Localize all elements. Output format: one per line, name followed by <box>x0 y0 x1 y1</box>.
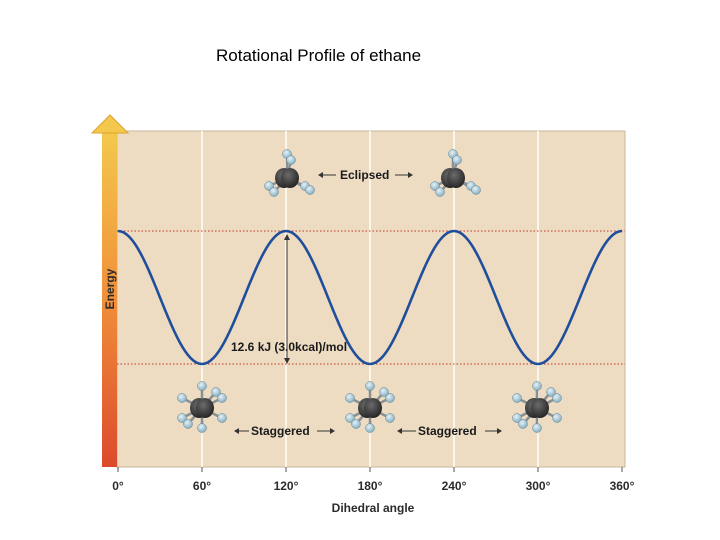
hydrogen-atom <box>217 413 227 423</box>
hydrogen-atom <box>385 393 395 403</box>
hydrogen-atom <box>532 423 542 433</box>
hydrogen-atom <box>197 381 207 391</box>
hydrogen-atom <box>269 187 279 197</box>
carbon-atom <box>447 168 465 188</box>
staggered-arrows <box>234 428 502 434</box>
barrier-arrow <box>284 234 290 364</box>
x-tick-label: 0° <box>112 479 124 493</box>
hydrogen-atom <box>532 381 542 391</box>
hydrogen-atom <box>177 413 187 423</box>
eclipsed-ethane-model <box>264 149 315 197</box>
hydrogen-atom <box>345 393 355 403</box>
staggered-label-left: Staggered <box>251 424 310 438</box>
staggered-ethane-model <box>177 381 227 433</box>
energy-axis-arrow <box>90 114 130 467</box>
carbon-atom <box>281 168 299 188</box>
hydrogen-atom <box>546 387 556 397</box>
energy-curve <box>117 229 623 366</box>
hydrogen-atom <box>518 419 528 429</box>
hydrogen-atom <box>452 155 462 165</box>
x-tick-label: 60° <box>193 479 211 493</box>
hydrogen-atom <box>552 393 562 403</box>
hydrogen-atom <box>177 393 187 403</box>
hydrogen-atom <box>305 185 315 195</box>
hydrogen-atom <box>512 393 522 403</box>
eclipsed-label: Eclipsed <box>340 168 389 182</box>
staggered-ethane-model <box>345 381 395 433</box>
x-tick-label: 240° <box>442 479 467 493</box>
carbon-atom <box>364 398 382 418</box>
hydrogen-atom <box>471 185 481 195</box>
hydrogen-atom <box>365 423 375 433</box>
hydrogen-atom <box>345 413 355 423</box>
hydrogen-atom <box>552 413 562 423</box>
slide-title: Rotational Profile of ethane <box>216 46 422 65</box>
hydrogen-atom <box>385 413 395 423</box>
staggered-ethane-model <box>512 381 562 433</box>
eclipsed-arrows <box>318 172 413 178</box>
hydrogen-atom <box>211 387 221 397</box>
hydrogen-atom <box>183 419 193 429</box>
x-tick-label: 120° <box>274 479 299 493</box>
x-axis-ticks: 0° 60° 120° 180° 240° 300° 360° <box>112 467 635 493</box>
hydrogen-atom <box>217 393 227 403</box>
barrier-label: 12.6 kJ (3.0kcal)/mol <box>231 340 347 354</box>
hydrogen-atom <box>435 187 445 197</box>
hydrogen-atom <box>197 423 207 433</box>
x-tick-label: 180° <box>358 479 383 493</box>
carbon-atom <box>531 398 549 418</box>
eclipsed-ethane-model <box>430 149 481 197</box>
carbon-atom <box>196 398 214 418</box>
x-axis-title: Dihedral angle <box>332 501 415 515</box>
x-tick-label: 360° <box>610 479 635 493</box>
y-axis-title: Energy <box>103 268 117 309</box>
hydrogen-atom <box>379 387 389 397</box>
x-tick-label: 300° <box>526 479 551 493</box>
molecule-models <box>177 149 562 433</box>
hydrogen-atom <box>365 381 375 391</box>
staggered-label-right: Staggered <box>418 424 477 438</box>
hydrogen-atom <box>351 419 361 429</box>
hydrogen-atom <box>512 413 522 423</box>
hydrogen-atom <box>286 155 296 165</box>
